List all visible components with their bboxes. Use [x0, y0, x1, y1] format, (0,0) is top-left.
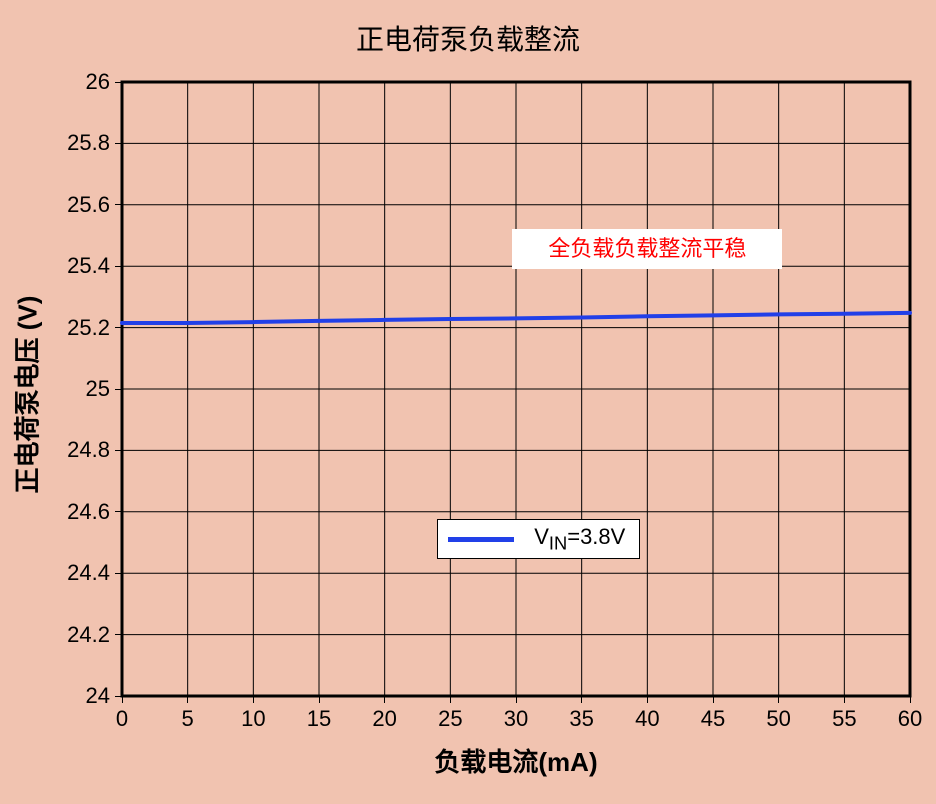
- y-tick-mark: [115, 82, 122, 83]
- x-tick-label: 10: [223, 706, 283, 732]
- x-tick-mark: [778, 696, 779, 703]
- x-tick-mark: [713, 696, 714, 703]
- y-tick-label: 24.6: [67, 499, 110, 525]
- x-tick-mark: [844, 696, 845, 703]
- x-tick-label: 45: [683, 706, 743, 732]
- y-tick-label: 25.8: [67, 130, 110, 156]
- y-tick-label: 25.6: [67, 192, 110, 218]
- x-tick-mark: [516, 696, 517, 703]
- x-tick-label: 55: [814, 706, 874, 732]
- y-tick-mark: [115, 327, 122, 328]
- x-tick-label: 20: [355, 706, 415, 732]
- x-tick-label: 40: [617, 706, 677, 732]
- legend-prefix: V: [534, 524, 549, 549]
- y-tick-mark: [115, 634, 122, 635]
- x-tick-mark: [450, 696, 451, 703]
- legend: VIN=3.8V: [437, 519, 640, 559]
- y-tick-label: 25.4: [67, 253, 110, 279]
- x-tick-mark: [187, 696, 188, 703]
- y-tick-label: 26: [86, 69, 110, 95]
- legend-suffix: =3.8V: [567, 524, 625, 549]
- y-tick-mark: [115, 389, 122, 390]
- x-tick-mark: [319, 696, 320, 703]
- y-tick-mark: [115, 143, 122, 144]
- y-tick-mark: [115, 450, 122, 451]
- y-tick-mark: [115, 573, 122, 574]
- y-tick-mark: [115, 266, 122, 267]
- y-tick-label: 25.2: [67, 315, 110, 341]
- annotation-text: 全负载负载整流平稳: [548, 236, 746, 261]
- legend-label: VIN=3.8V: [534, 524, 625, 554]
- y-tick-label: 24.4: [67, 560, 110, 586]
- legend-subscript: IN: [549, 533, 567, 554]
- y-tick-label: 24.8: [67, 437, 110, 463]
- legend-line: [448, 537, 514, 542]
- x-tick-mark: [647, 696, 648, 703]
- plot-svg: [122, 82, 910, 696]
- x-tick-label: 50: [749, 706, 809, 732]
- annotation-stable-regulation: 全负载负载整流平稳: [512, 229, 782, 269]
- x-axis-label: 负载电流(mA): [122, 742, 910, 779]
- x-tick-label: 15: [289, 706, 349, 732]
- x-tick-label: 0: [92, 706, 152, 732]
- x-tick-label: 30: [486, 706, 546, 732]
- x-tick-mark: [910, 696, 911, 703]
- chart-container: 正电荷泵负载整流 正电荷泵电压 (V) 负载电流(mA) 全负载负载整流平稳 V…: [0, 0, 936, 804]
- x-tick-mark: [581, 696, 582, 703]
- y-axis-label: 正电荷泵电压 (V): [8, 88, 45, 702]
- x-tick-label: 35: [552, 706, 612, 732]
- x-tick-mark: [253, 696, 254, 703]
- y-tick-label: 24: [86, 683, 110, 709]
- x-tick-label: 60: [880, 706, 936, 732]
- plot-area: 全负载负载整流平稳 VIN=3.8V: [122, 82, 910, 696]
- y-tick-mark: [115, 204, 122, 205]
- x-tick-mark: [384, 696, 385, 703]
- y-tick-label: 25: [86, 376, 110, 402]
- y-tick-mark: [115, 696, 122, 697]
- chart-title: 正电荷泵负载整流: [0, 18, 936, 58]
- x-tick-label: 25: [420, 706, 480, 732]
- x-tick-label: 5: [158, 706, 218, 732]
- y-tick-mark: [115, 511, 122, 512]
- x-tick-mark: [122, 696, 123, 703]
- y-tick-label: 24.2: [67, 622, 110, 648]
